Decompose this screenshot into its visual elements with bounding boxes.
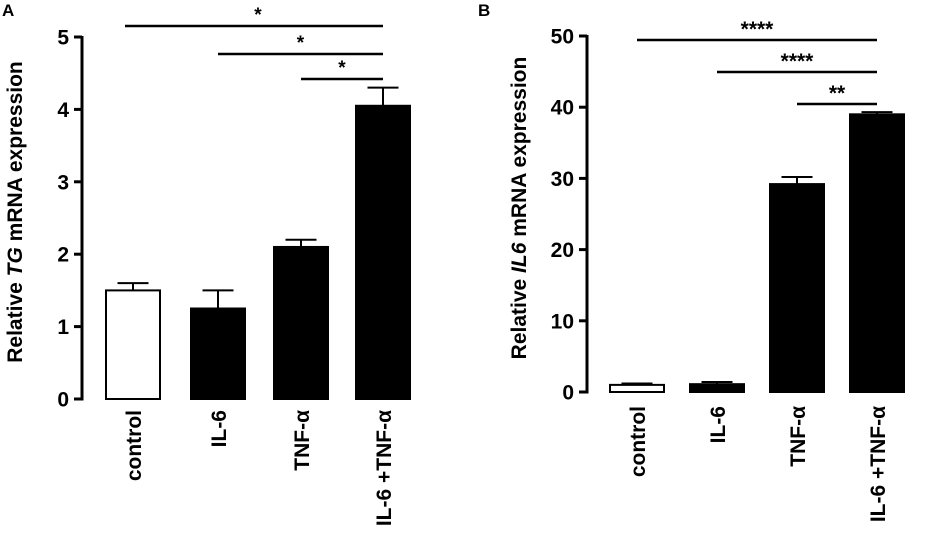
panel-a-bar-2 bbox=[273, 245, 329, 400]
panel-a-bar-3 bbox=[355, 104, 411, 400]
panel-a-label: A bbox=[2, 1, 14, 20]
panel-b-label: B bbox=[478, 1, 490, 20]
panel-b-y-tick-label: 50 bbox=[551, 26, 574, 49]
panel-b-y-tick-label: 0 bbox=[562, 382, 574, 405]
panel-a-significance-label-0: * bbox=[254, 5, 262, 26]
panel-b-bar-2 bbox=[769, 183, 825, 393]
panel-a-category-label-0: control bbox=[123, 410, 146, 481]
panel-b-category-label-3: IL-6 +TNF-α bbox=[867, 406, 890, 522]
panel-a-y-tick-label: 0 bbox=[57, 389, 69, 412]
panel-b-y-axis-label: Relative IL6 mRNA expression bbox=[508, 57, 531, 360]
panel-b-y-tick-label: 40 bbox=[551, 97, 574, 120]
panel-a-significance-label-2: * bbox=[338, 58, 346, 79]
panel-a-y-tick-label: 2 bbox=[57, 244, 69, 267]
panel-b-significance-label-1: **** bbox=[781, 50, 815, 73]
panel-b-y-tick-label: 10 bbox=[551, 310, 574, 333]
panel-b-bar-1 bbox=[689, 383, 745, 393]
panel-b-bar-0 bbox=[609, 383, 665, 394]
panel-a-category-label-1: IL-6 bbox=[208, 410, 231, 447]
panel-a-significance-label-1: * bbox=[297, 33, 305, 54]
panel-a-category-label-2: TNF-α bbox=[291, 410, 314, 471]
panel-b-category-label-1: IL-6 bbox=[707, 406, 730, 443]
panel-b-chart: B Relative IL6 mRNA expression *********… bbox=[478, 1, 905, 522]
panel-a-bar-1 bbox=[190, 307, 246, 400]
panel-b-y-tick-label: 20 bbox=[551, 239, 574, 262]
panel-b-significance-label-0: **** bbox=[741, 18, 775, 41]
panel-b-category-label-2: TNF-α bbox=[787, 406, 810, 467]
panel-a-y-tick-label: 4 bbox=[57, 99, 69, 122]
panel-a-y-tick-label: 1 bbox=[57, 316, 69, 339]
panel-a-y-tick-label: 3 bbox=[57, 171, 69, 194]
panel-b-category-label-0: control bbox=[627, 406, 650, 477]
panel-a-bar-0 bbox=[105, 289, 161, 400]
panel-a-category-label-3: IL-6 +TNF-α bbox=[373, 410, 396, 526]
panel-b-bar-3 bbox=[849, 113, 905, 393]
panel-b-significance-label-2: ** bbox=[829, 82, 846, 105]
panel-a-y-tick-label: 5 bbox=[57, 27, 69, 50]
panel-b-y-tick-label: 30 bbox=[551, 168, 574, 191]
panel-a-chart: A Relative TG mRNA expression * * * 0 1 2 3 4 5… bbox=[2, 1, 411, 526]
panel-a-y-axis-label: Relative TG mRNA expression bbox=[4, 61, 27, 363]
